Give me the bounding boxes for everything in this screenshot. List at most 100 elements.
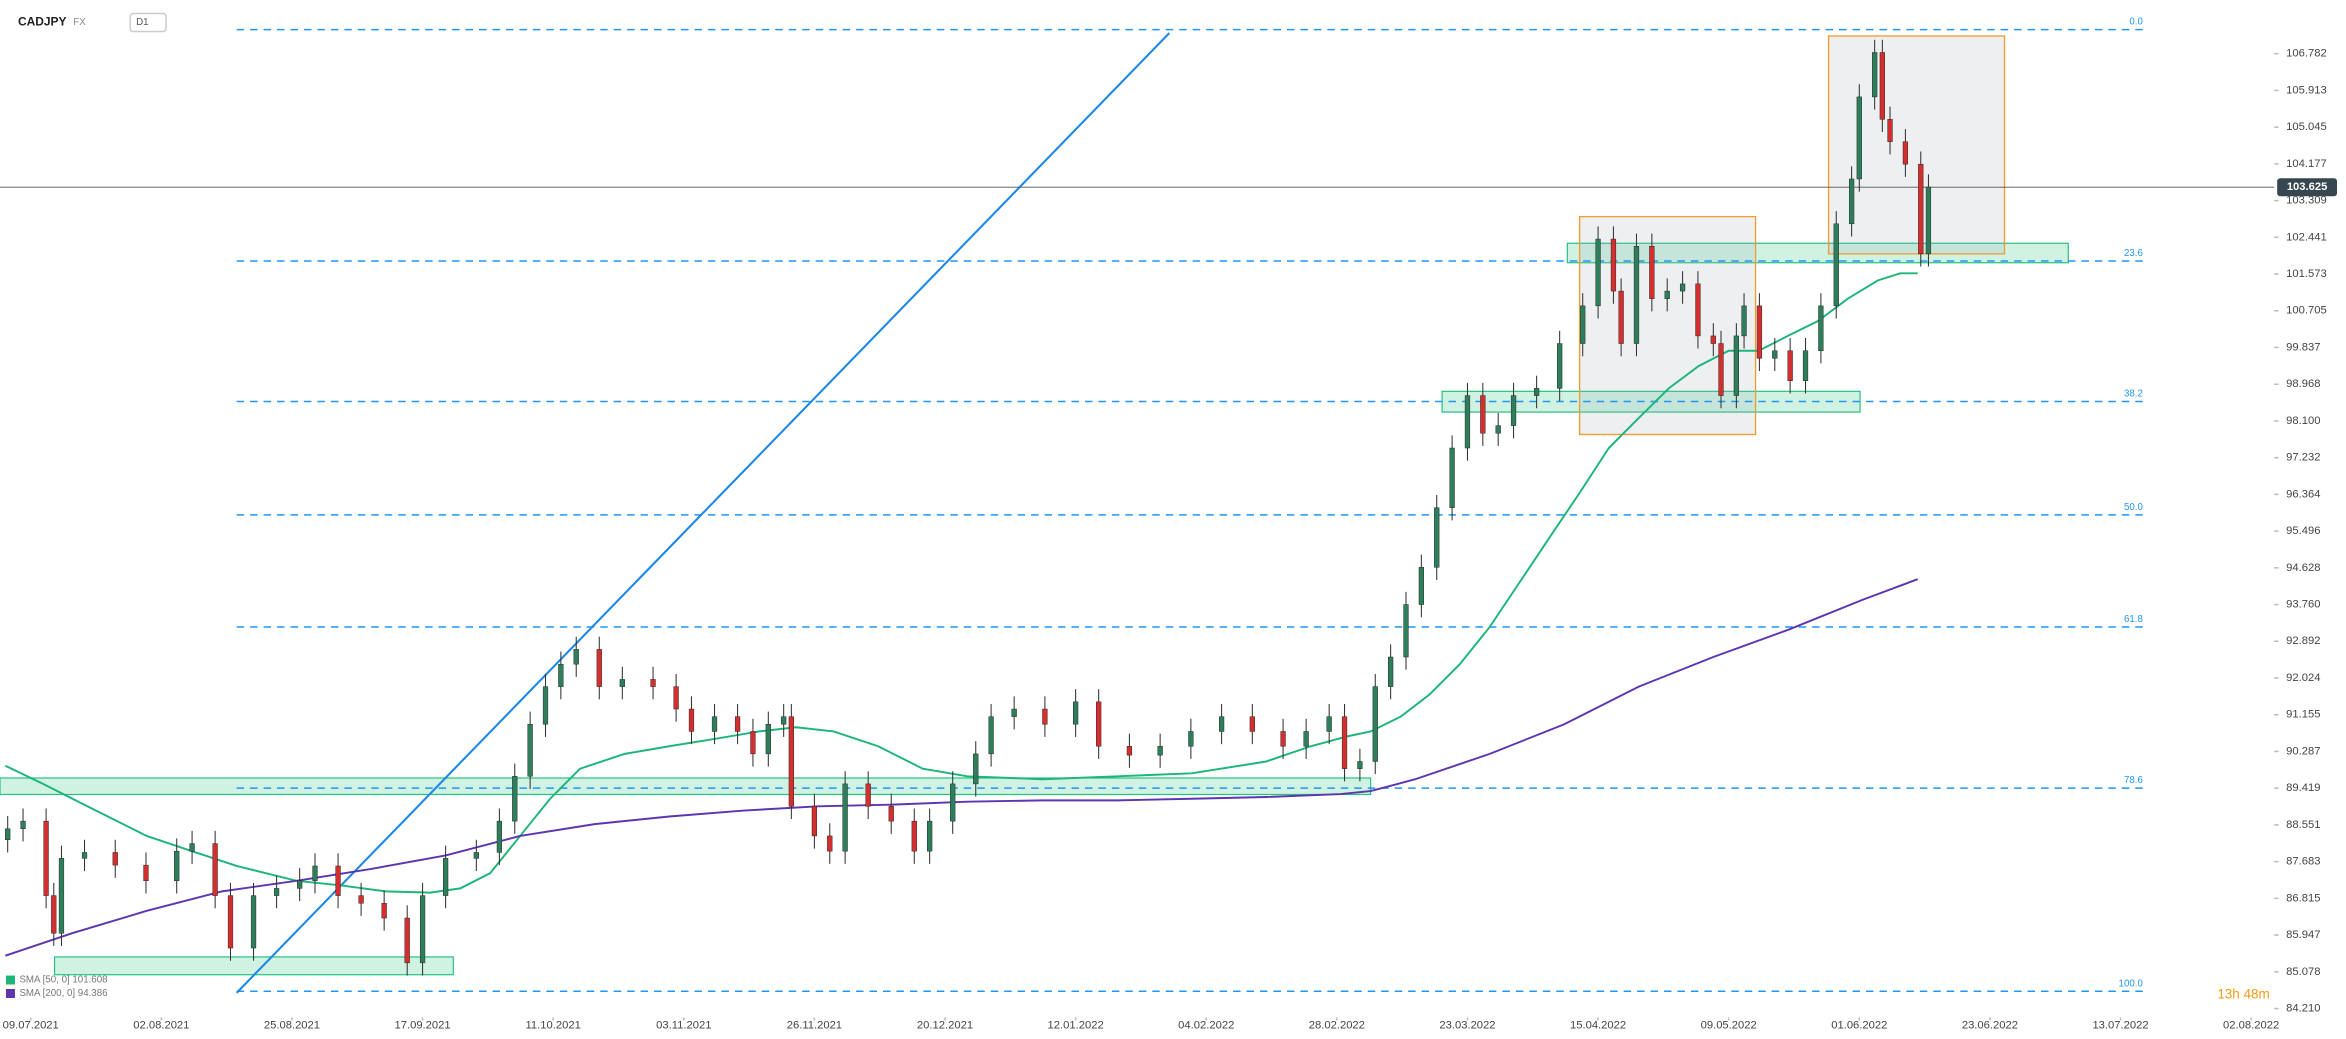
candle-body <box>1879 52 1885 120</box>
candle-body <box>1718 343 1724 396</box>
candle-body <box>419 895 426 964</box>
candle-body <box>1449 447 1455 508</box>
y-tick-label: 89.419 <box>2286 782 2320 794</box>
candle-body <box>1580 305 1586 344</box>
candle-body <box>1126 746 1133 756</box>
y-tick-label: 96.364 <box>2286 488 2320 500</box>
x-tick-label: 20.12.2021 <box>917 1020 973 1032</box>
interval-box[interactable] <box>129 12 167 33</box>
candle-body <box>1403 604 1409 658</box>
candle-body <box>811 806 818 837</box>
candle-body <box>1633 246 1640 344</box>
candle-body <box>20 820 26 829</box>
candle-body <box>381 902 387 919</box>
x-tick-label: 13.07.2022 <box>2092 1020 2148 1032</box>
x-tick-label: 17.09.2021 <box>394 1020 450 1032</box>
candle-body <box>788 716 794 807</box>
candle-body <box>250 895 257 949</box>
symbol-title: CADJPY <box>18 15 67 29</box>
candle-body <box>143 864 149 882</box>
fib-label: 23.6 <box>2124 248 2143 259</box>
fib-label: 100.0 <box>2119 978 2144 989</box>
x-tick-label: 15.04.2022 <box>1570 1020 1626 1032</box>
candle-body <box>496 820 503 853</box>
candle-body <box>51 895 57 934</box>
candle-body <box>688 708 695 732</box>
legend-label: SMA [50, 0] 101.608 <box>19 975 107 986</box>
candle-body <box>297 880 303 889</box>
candle-body <box>358 895 364 904</box>
candle-body <box>842 783 848 852</box>
candle-body <box>1557 343 1563 389</box>
candle-body <box>1388 656 1394 687</box>
interval-label[interactable]: D1 <box>136 17 148 28</box>
candle-body <box>1610 238 1617 292</box>
sma-line <box>5 578 1919 957</box>
y-tick-label: 84.210 <box>2286 1003 2320 1015</box>
candle-body <box>1679 283 1686 292</box>
candle-body <box>1833 223 1839 307</box>
candle-body <box>1249 716 1255 732</box>
candle-body <box>512 776 518 822</box>
candle-body <box>1418 567 1424 605</box>
candle-body <box>1818 305 1824 351</box>
candle-body <box>43 820 49 896</box>
legend-swatch <box>5 975 15 985</box>
y-tick-label: 92.024 <box>2286 672 2320 684</box>
x-tick-label: 28.02.2022 <box>1309 1020 1365 1032</box>
candle-body <box>911 820 917 852</box>
candle-body <box>112 852 118 866</box>
candle-body <box>1533 388 1540 396</box>
candle-body <box>1480 395 1486 434</box>
candle-body <box>865 783 871 807</box>
y-tick-label: 102.441 <box>2286 231 2327 243</box>
y-tick-label: 101.573 <box>2286 268 2327 280</box>
candle-body <box>619 679 625 687</box>
y-tick-label: 86.815 <box>2286 892 2320 904</box>
candle-body <box>1918 163 1924 255</box>
candle-body <box>988 716 994 755</box>
legend-swatch <box>5 988 15 998</box>
candle-body <box>1856 96 1862 180</box>
candle-body <box>1902 141 1909 165</box>
candle-body <box>174 850 180 882</box>
y-tick-label: 99.837 <box>2286 341 2320 353</box>
y-tick-label: 85.078 <box>2286 966 2320 978</box>
candle-body <box>527 724 533 777</box>
candle-body <box>473 852 479 859</box>
x-tick-label: 03.11.2021 <box>656 1020 711 1032</box>
candle-body <box>1011 708 1017 717</box>
y-tick-label: 93.760 <box>2286 599 2320 611</box>
y-tick-label: 103.309 <box>2286 195 2327 207</box>
x-tick-label: 26.11.2021 <box>787 1020 842 1032</box>
candle-body <box>650 679 656 687</box>
fib-label: 0.0 <box>2129 17 2143 28</box>
fib-label: 61.8 <box>2124 614 2143 625</box>
candle-body <box>1695 283 1701 337</box>
range-box <box>1827 35 2006 255</box>
y-tick-label: 105.045 <box>2286 121 2327 133</box>
support-zone <box>0 777 1372 796</box>
candle-body <box>765 724 771 755</box>
candle-body <box>1464 395 1471 449</box>
candle-body <box>542 686 549 725</box>
candle-body <box>1925 186 1932 255</box>
candle-body <box>1787 350 1793 381</box>
y-tick-label: 106.782 <box>2286 48 2327 60</box>
y-tick-label: 98.968 <box>2286 378 2320 390</box>
candle-body <box>1802 350 1809 381</box>
legend-label: SMA [200, 0] 94.386 <box>19 988 107 999</box>
y-tick-label: 91.155 <box>2286 709 2320 721</box>
candle-body <box>673 686 679 710</box>
candle-body <box>1357 761 1363 769</box>
x-tick-label: 01.06.2022 <box>1831 1020 1887 1032</box>
y-tick-label: 94.628 <box>2286 562 2320 574</box>
candle-body <box>81 852 88 859</box>
y-tick-label: 98.100 <box>2286 415 2320 427</box>
x-tick-label: 09.07.2021 <box>3 1020 59 1032</box>
candle-body <box>573 649 579 665</box>
candle-body <box>1848 178 1855 225</box>
candle-body <box>711 716 718 732</box>
candle-body <box>442 858 449 896</box>
fib-label: 50.0 <box>2124 502 2144 513</box>
